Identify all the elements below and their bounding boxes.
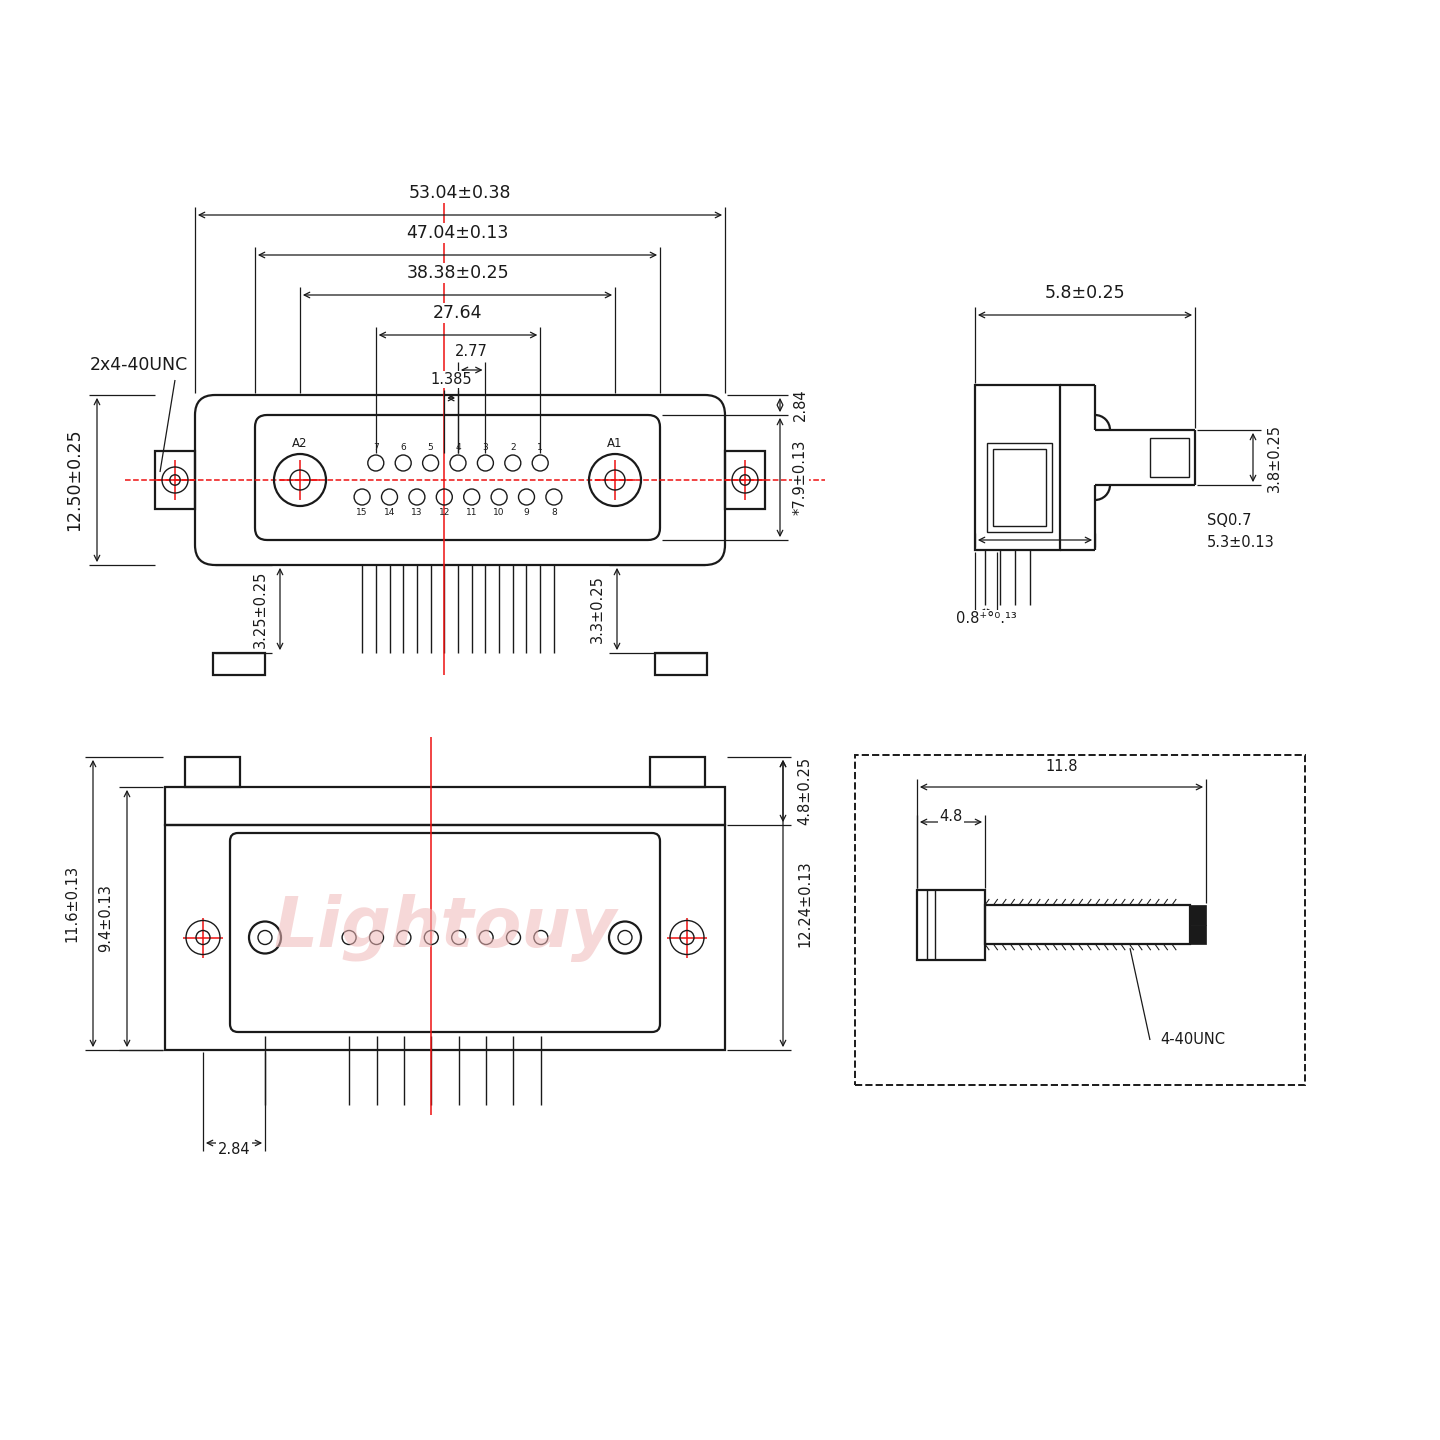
- Text: 38.38±0.25: 38.38±0.25: [406, 264, 508, 282]
- Text: 14: 14: [384, 508, 395, 517]
- Text: 11: 11: [467, 508, 478, 517]
- Text: SQ0.7: SQ0.7: [1207, 513, 1251, 528]
- Text: 6: 6: [400, 444, 406, 452]
- Text: 12.24±0.13: 12.24±0.13: [796, 860, 812, 948]
- Text: 9: 9: [524, 508, 530, 517]
- Bar: [986, 442, 1053, 531]
- Bar: [166, 825, 724, 1050]
- Text: 4-40UNC: 4-40UNC: [1161, 1032, 1225, 1047]
- Text: Lightouy: Lightouy: [274, 893, 616, 962]
- Text: 7: 7: [373, 444, 379, 452]
- Polygon shape: [1189, 904, 1205, 924]
- Bar: [724, 451, 765, 508]
- Text: 0.8⁺°⁰.¹³: 0.8⁺°⁰.¹³: [956, 611, 1017, 626]
- Bar: [985, 904, 1189, 945]
- Text: 3.25±0.25: 3.25±0.25: [253, 570, 268, 648]
- Text: 13: 13: [412, 508, 423, 517]
- Text: 15: 15: [356, 508, 367, 517]
- Text: 4: 4: [455, 444, 461, 452]
- Text: 11.8: 11.8: [1045, 759, 1077, 775]
- Text: 3.3±0.25: 3.3±0.25: [590, 575, 605, 642]
- Text: 53.04±0.38: 53.04±0.38: [409, 184, 511, 202]
- Bar: [1151, 438, 1189, 477]
- Text: 1: 1: [537, 444, 543, 452]
- Text: 5.8±0.25: 5.8±0.25: [1044, 284, 1125, 302]
- Bar: [855, 755, 1305, 1084]
- Text: 4.8: 4.8: [939, 809, 962, 824]
- Text: 12: 12: [439, 508, 449, 517]
- Bar: [156, 451, 194, 508]
- Text: 8: 8: [552, 508, 557, 517]
- Text: 4.8±0.25: 4.8±0.25: [796, 757, 812, 825]
- Bar: [166, 788, 724, 825]
- Text: 2x4-40UNC: 2x4-40UNC: [91, 356, 189, 374]
- Text: 5: 5: [428, 444, 433, 452]
- Text: 2: 2: [510, 444, 516, 452]
- Bar: [649, 757, 706, 788]
- Text: 2.84: 2.84: [793, 389, 808, 422]
- Text: 12.50±0.25: 12.50±0.25: [65, 429, 84, 531]
- Text: 3: 3: [482, 444, 488, 452]
- Bar: [213, 652, 265, 675]
- Text: A2: A2: [292, 436, 308, 449]
- Text: 10: 10: [494, 508, 505, 517]
- Bar: [917, 890, 985, 959]
- Bar: [994, 449, 1045, 526]
- Text: A1: A1: [608, 436, 622, 449]
- Text: 2.77: 2.77: [455, 344, 488, 359]
- Text: 2.84: 2.84: [217, 1142, 251, 1156]
- Polygon shape: [1189, 924, 1205, 945]
- Text: 1.385: 1.385: [431, 372, 472, 387]
- Text: 3.8±0.25: 3.8±0.25: [1267, 423, 1282, 491]
- Text: 27.64: 27.64: [433, 304, 482, 323]
- Bar: [184, 757, 240, 788]
- Bar: [975, 384, 1060, 550]
- Text: 47.04±0.13: 47.04±0.13: [406, 225, 508, 242]
- Bar: [655, 652, 707, 675]
- Text: 9.4±0.13: 9.4±0.13: [98, 884, 112, 952]
- Text: 11.6±0.13: 11.6±0.13: [63, 865, 79, 942]
- Text: 5.3±0.13: 5.3±0.13: [1207, 536, 1274, 550]
- Text: *7.9±0.13: *7.9±0.13: [793, 439, 808, 516]
